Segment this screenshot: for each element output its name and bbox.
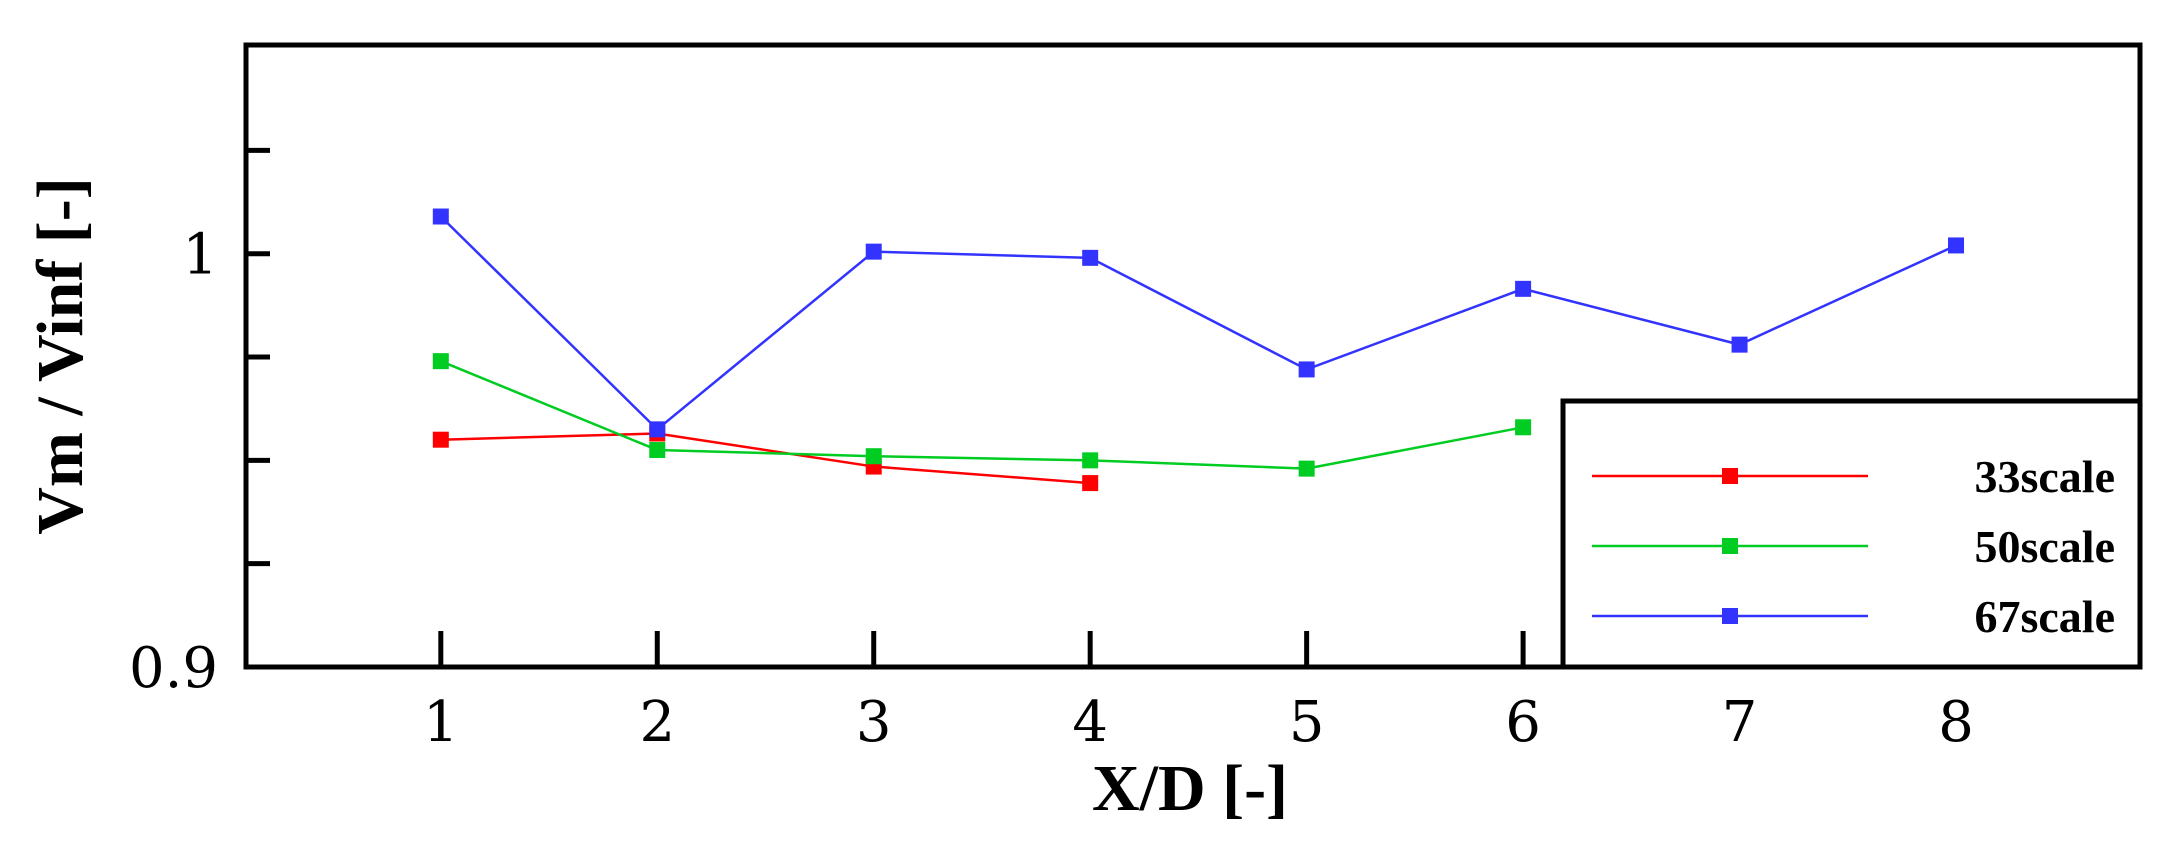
- data-point: [432, 353, 449, 370]
- y-tick-label: 0.9: [129, 636, 218, 701]
- x-tick-label: 8: [1938, 690, 1974, 755]
- data-point: [865, 448, 882, 465]
- x-axis-title: X/D [-]: [1092, 752, 1288, 825]
- x-tick-label: 4: [1072, 690, 1108, 755]
- series-layer: [432, 208, 1965, 492]
- legend-item: 50scale: [1592, 521, 2115, 572]
- legend-entries: 33scale 50scale 67scale: [1592, 451, 2115, 642]
- axis-ticks: 1 2 3 4 5 6 7 8 0.9 1: [129, 147, 1974, 755]
- legend-label: 33scale: [1974, 451, 2115, 502]
- data-point: [432, 208, 449, 225]
- series-50scale: [432, 353, 1532, 477]
- legend-marker: [1722, 538, 1738, 554]
- legend: 33scale 50scale 67scale: [1560, 398, 2143, 670]
- data-point: [1082, 249, 1099, 266]
- data-point: [1298, 460, 1315, 477]
- data-point: [1731, 336, 1748, 353]
- y-tick-label: 1: [182, 223, 218, 288]
- series-line: [440, 360, 1524, 470]
- series-line: [439, 215, 1957, 432]
- data-point: [432, 431, 449, 448]
- data-point: [1948, 237, 1965, 254]
- legend-box: [1560, 398, 2143, 670]
- x-tick-label: 7: [1722, 690, 1758, 755]
- x-tick-label: 1: [423, 690, 459, 755]
- legend-label: 50scale: [1974, 521, 2115, 572]
- legend-label: 67scale: [1974, 591, 2115, 642]
- legend-marker: [1722, 608, 1738, 624]
- x-tick-label: 6: [1505, 690, 1541, 755]
- data-point: [1298, 361, 1315, 378]
- x-tick-label: 3: [856, 690, 892, 755]
- x-tick-label: 2: [639, 690, 675, 755]
- data-point: [865, 243, 882, 260]
- series-67scale: [432, 208, 1965, 438]
- x-tick-label: 5: [1289, 690, 1325, 755]
- legend-item: 33scale: [1592, 451, 2115, 502]
- series-line: [440, 432, 1091, 485]
- data-point: [1515, 280, 1532, 297]
- data-point: [649, 442, 666, 459]
- legend-item: 67scale: [1592, 591, 2115, 642]
- data-point: [1082, 475, 1099, 492]
- data-point: [1082, 452, 1099, 469]
- legend-marker: [1722, 468, 1738, 484]
- data-point: [649, 421, 666, 438]
- data-point: [1515, 419, 1532, 436]
- y-axis-title: Vm / Vinf [-]: [24, 177, 97, 534]
